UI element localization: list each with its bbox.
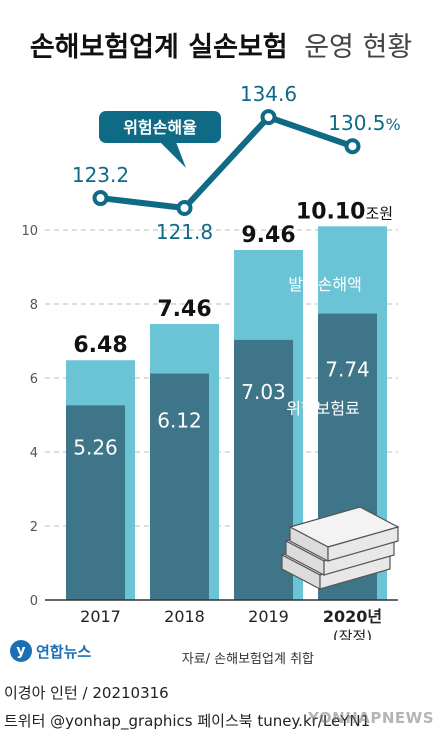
x-tick-label: 2019 bbox=[248, 607, 289, 626]
loss-ratio-point bbox=[92, 190, 109, 207]
legend-premium-label: 위험보험료 bbox=[286, 399, 360, 418]
loss-ratio-value-label: 121.8 bbox=[156, 220, 213, 244]
unit-label: % bbox=[386, 115, 401, 134]
watermark: YONHAPNEWS bbox=[308, 709, 434, 727]
y-tick-label: 10 bbox=[21, 224, 38, 239]
source-note: 자료/ 손해보험업계 취합 bbox=[181, 652, 314, 667]
legend-total-label: 발생손해액 bbox=[288, 275, 362, 294]
bar-premium-value-label: 7.03 bbox=[241, 380, 286, 404]
loss-ratio-polyline bbox=[100, 114, 354, 211]
y-tick-label: 2 bbox=[30, 520, 38, 535]
x-axis: 2017 2018 2019 2020년 (잠정) bbox=[45, 599, 398, 640]
x-tick-sublabel: (잠정) bbox=[333, 628, 372, 640]
chart-title: 손해보험업계 실손보험 운영 현황 bbox=[30, 32, 412, 63]
bar-total-value-label: 6.48 bbox=[73, 333, 127, 358]
x-tick-label: 2020년 bbox=[323, 607, 382, 626]
loss-ratio-value-label: 130.5% bbox=[328, 111, 400, 135]
social-credit: 트위터 @yonhap_graphics 페이스북 tuney.kr/LeYN1 bbox=[4, 712, 371, 730]
unit-label: 조원 bbox=[365, 204, 393, 222]
y-tick-label: 6 bbox=[30, 372, 38, 387]
yonhap-logo-icon: y bbox=[10, 640, 32, 662]
bar-premium bbox=[66, 405, 125, 600]
bar-premium-value-label: 6.12 bbox=[157, 409, 202, 433]
loss-ratio-point bbox=[344, 138, 361, 155]
loss-ratio-point bbox=[176, 200, 193, 216]
x-tick-label: 2017 bbox=[80, 607, 121, 626]
logo-text: 연합뉴스 bbox=[36, 642, 92, 661]
loss-ratio-value-label: 134.6 bbox=[240, 82, 297, 106]
y-tick-label: 4 bbox=[30, 446, 38, 461]
legend-loss-ratio-label: 위험손해율 bbox=[123, 118, 197, 137]
bill-stack-front bbox=[327, 526, 399, 562]
loss-ratio-line: 123.2 121.8 134.6 130.5% bbox=[72, 82, 401, 244]
y-axis: 0 2 4 6 8 10 bbox=[21, 224, 38, 609]
chart: 손해보험업계 실손보험 운영 현황 0 2 4 6 8 10 5.26 6.48 6.12 7.… bbox=[21, 32, 412, 640]
bar-total-value-label: 7.46 bbox=[157, 297, 211, 322]
author-credit: 이경아 인턴 / 20210316 bbox=[4, 684, 169, 702]
bar-total-value-label: 9.46 bbox=[241, 223, 295, 248]
legend-callout-pointer bbox=[160, 142, 186, 168]
legend-loss-ratio-box bbox=[99, 111, 221, 143]
loss-ratio-point bbox=[260, 109, 277, 126]
money-stack-illustration bbox=[280, 506, 400, 590]
bar-total-value-label: 10.10조원 bbox=[296, 199, 393, 224]
y-tick-label: 0 bbox=[30, 594, 38, 609]
x-tick-label: 2018 bbox=[164, 607, 205, 626]
bar-premium bbox=[150, 373, 209, 600]
loss-ratio-value-label: 123.2 bbox=[72, 163, 129, 187]
yonhap-logo: y 연합뉴스 bbox=[10, 640, 91, 662]
bar-premium-value-label: 7.74 bbox=[325, 358, 370, 382]
bar-premium-value-label: 5.26 bbox=[73, 436, 118, 460]
y-tick-label: 8 bbox=[30, 298, 38, 313]
